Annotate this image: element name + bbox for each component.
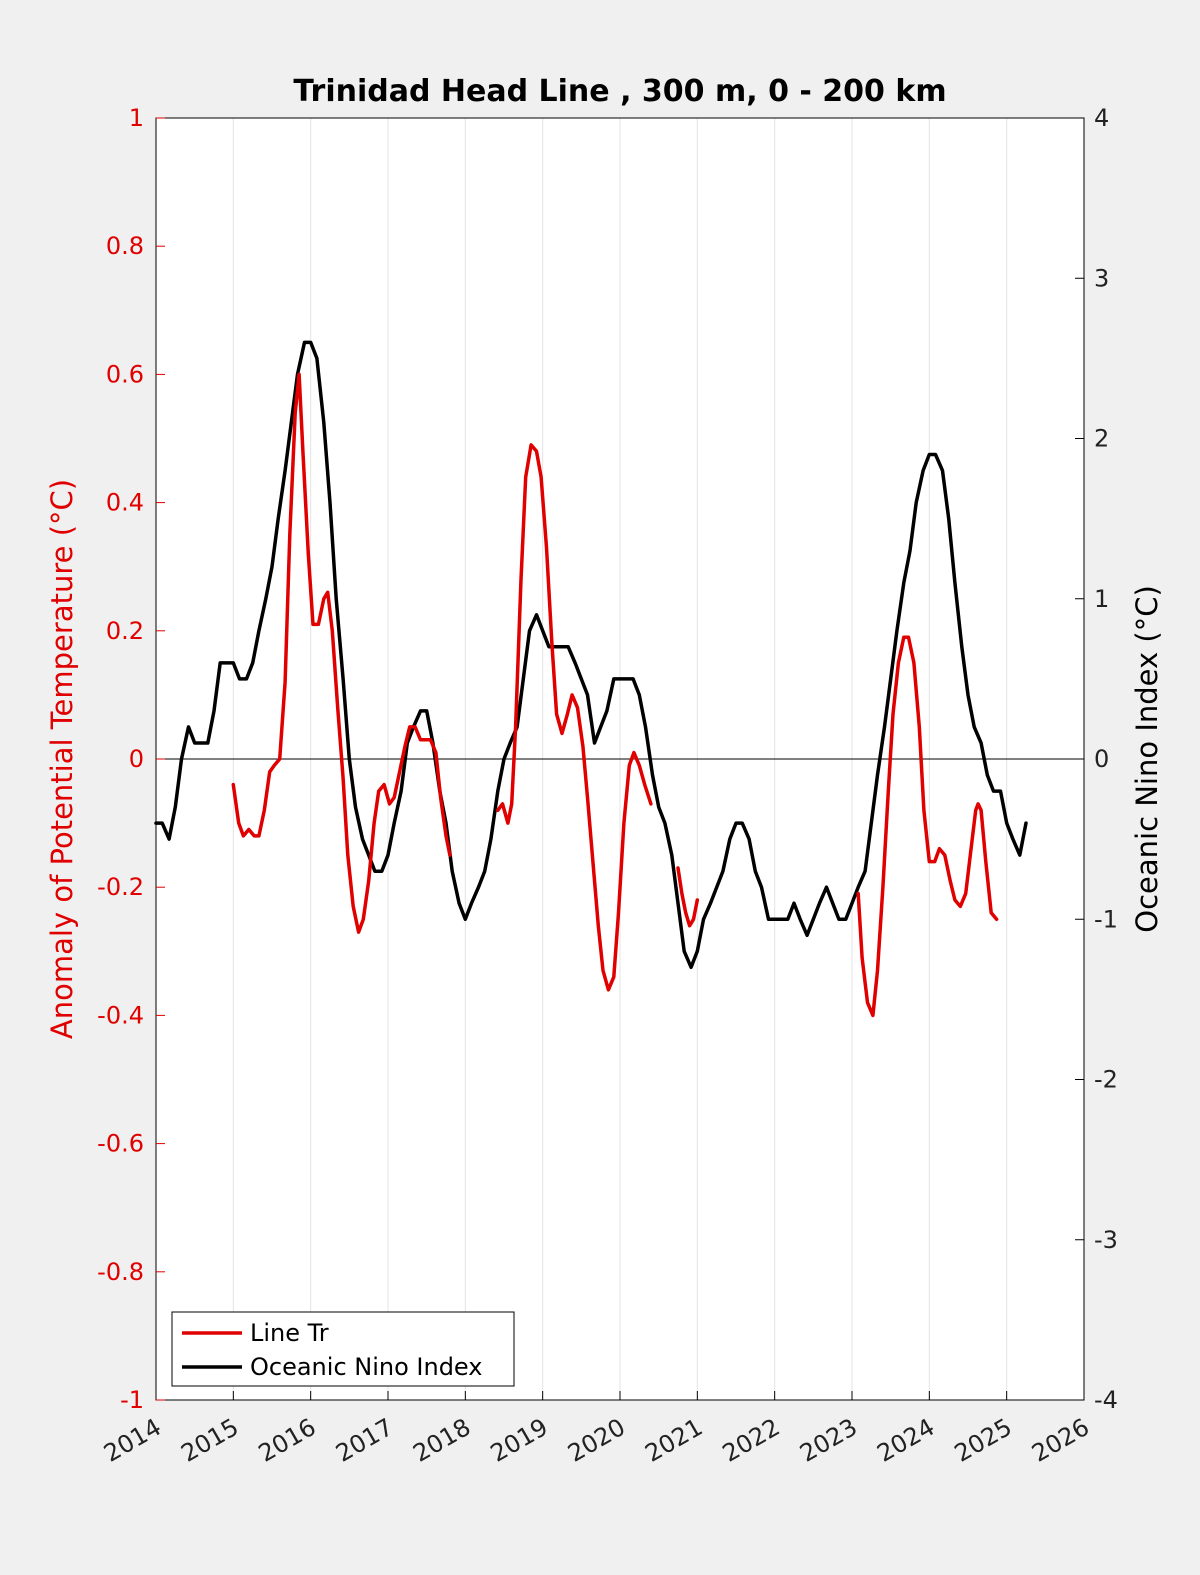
left-y-tick-label: 0.6	[106, 360, 144, 388]
x-tick-label: 2021	[640, 1413, 707, 1468]
x-tick-label: 2014	[99, 1413, 166, 1468]
left-y-axis-label: Anomaly of Potential Temperature (°C)	[45, 479, 79, 1039]
left-y-tick-label: -0.6	[97, 1130, 144, 1158]
series-line-oceanic-nino-index	[154, 340, 1028, 970]
right-y-tick-label: 1	[1094, 585, 1109, 613]
legend-label-line-tr: Line Tr	[250, 1319, 329, 1347]
right-y-tick-label: 4	[1094, 104, 1109, 132]
right-y-tick-label: 0	[1094, 745, 1109, 773]
right-y-tick-label: -4	[1094, 1386, 1118, 1414]
left-y-tick-label: 0.2	[106, 617, 144, 645]
legend-box	[171, 1311, 515, 1387]
legend-label-oni: Oceanic Nino Index	[250, 1353, 482, 1381]
series-line-line-tr	[231, 372, 452, 934]
x-tick-label: 2026	[1027, 1413, 1094, 1468]
left-y-axis: 1 0.8 0.6 0.4 0.2 0 -0.2 -0.4 -0.6 -0.8 -1	[97, 104, 165, 1414]
series-lines	[154, 340, 1028, 1018]
left-y-tick-label: 0.4	[106, 489, 144, 517]
x-tick-label: 2016	[254, 1413, 321, 1468]
x-tick-label: 2022	[718, 1413, 785, 1468]
right-y-axis-label: Oceanic Nino Index (°C)	[1130, 585, 1164, 933]
x-tick-label: 2020	[563, 1413, 630, 1468]
series-line-line-tr	[676, 866, 700, 928]
right-y-tick-label: 2	[1094, 425, 1109, 453]
series-line-line-tr	[856, 635, 999, 1018]
legend: Line Tr Oceanic Nino Index	[171, 1311, 515, 1387]
x-tick-label: 2023	[795, 1413, 862, 1468]
chart-title: Trinidad Head Line , 300 m, 0 - 200 km	[293, 74, 946, 109]
left-y-tick-label: 1	[129, 104, 144, 132]
x-tick-label: 2017	[331, 1413, 398, 1468]
right-y-tick-label: 3	[1094, 264, 1109, 292]
right-y-tick-label: -1	[1094, 905, 1118, 933]
left-y-tick-label: -0.4	[97, 1001, 144, 1029]
left-y-tick-label: -0.2	[97, 873, 144, 901]
x-tick-label: 2024	[872, 1413, 939, 1468]
left-y-tick-label: -1	[120, 1386, 144, 1414]
right-y-tick-label: -2	[1094, 1066, 1118, 1094]
x-axis: 2014 2015 2016 2017 2018 2019 2020 2021 2022 2023…	[99, 1391, 1094, 1468]
right-y-tick-label: -3	[1094, 1226, 1118, 1254]
series-line-line-tr	[496, 443, 653, 992]
left-y-tick-label: 0	[129, 745, 144, 773]
right-y-axis: 4 3 2 1 0 -1 -2 -3 -4	[1075, 104, 1118, 1414]
left-y-tick-label: 0.8	[106, 232, 144, 260]
x-tick-label: 2019	[486, 1413, 553, 1468]
x-tick-label: 2015	[176, 1413, 243, 1468]
x-tick-label: 2018	[408, 1413, 475, 1468]
x-tick-label: 2025	[950, 1413, 1017, 1468]
left-y-tick-label: -0.8	[97, 1258, 144, 1286]
